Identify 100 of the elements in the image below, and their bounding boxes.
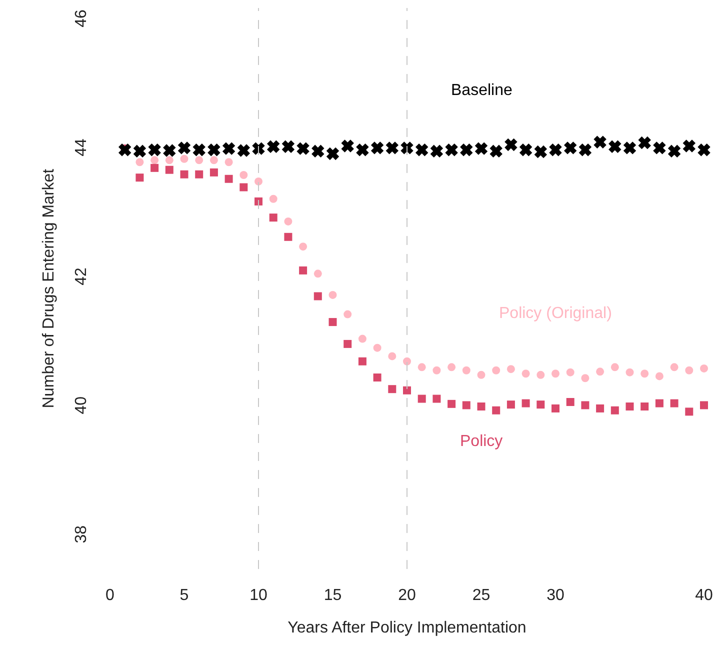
point (549, 144, 562, 156)
point (670, 363, 678, 372)
point (608, 140, 622, 153)
x-axis-title: Years After Policy Implementation (288, 620, 526, 637)
point (136, 158, 144, 166)
point (596, 404, 604, 412)
point (134, 144, 146, 158)
point (386, 142, 398, 154)
point (610, 406, 619, 414)
point (462, 401, 470, 410)
y-tick-label: 38 (72, 525, 90, 544)
point (638, 136, 651, 149)
x-tick-label: 20 (398, 587, 416, 604)
point (700, 364, 708, 372)
point (403, 357, 411, 366)
point (698, 144, 710, 156)
point (653, 142, 666, 154)
point (163, 144, 176, 157)
point (430, 144, 443, 158)
y-tick-label: 42 (72, 267, 90, 286)
point (624, 142, 636, 154)
point (504, 138, 518, 151)
point (314, 292, 322, 300)
point (296, 142, 310, 155)
text: Baseline (451, 82, 512, 99)
series-label: Policy (460, 433, 503, 450)
point (165, 166, 174, 174)
point (552, 370, 560, 378)
point (400, 142, 414, 154)
point (312, 144, 324, 158)
point (581, 374, 590, 382)
point (640, 402, 649, 410)
point (180, 154, 188, 163)
point (685, 366, 694, 374)
point (284, 232, 292, 241)
point (506, 365, 515, 374)
point (269, 214, 278, 222)
point (282, 140, 294, 153)
point (237, 144, 250, 157)
point (299, 242, 308, 251)
point (208, 144, 220, 156)
point (210, 168, 218, 176)
y-axis-title: Number of Drugs Entering Market (40, 168, 58, 408)
x-tick-label: 25 (472, 587, 490, 604)
point (492, 406, 500, 414)
point (222, 142, 235, 155)
x-tick-label: 30 (546, 587, 564, 604)
y-tick-label: 40 (72, 396, 90, 414)
point (254, 177, 262, 186)
point (477, 370, 486, 379)
x-tick-label: 0 (106, 587, 115, 604)
point (195, 156, 204, 164)
point (388, 352, 396, 360)
point (477, 402, 486, 410)
point (475, 142, 488, 155)
point (358, 334, 366, 343)
point (506, 400, 515, 409)
point (178, 142, 190, 154)
point (314, 270, 322, 278)
point (460, 144, 473, 156)
point (432, 394, 441, 403)
point (536, 370, 545, 379)
point (566, 398, 574, 406)
point (655, 399, 664, 408)
point (448, 400, 456, 408)
point (626, 368, 634, 376)
point (254, 197, 262, 206)
y-tick-label: 44 (72, 138, 90, 156)
point (269, 194, 278, 203)
point (594, 136, 606, 148)
point (566, 368, 574, 376)
point (610, 363, 619, 372)
point (373, 344, 382, 352)
point (416, 144, 428, 156)
point (640, 370, 649, 378)
point (328, 318, 337, 326)
point (520, 144, 532, 156)
point (267, 140, 280, 153)
point (522, 370, 530, 378)
point (626, 402, 634, 410)
point (371, 142, 384, 154)
point (118, 144, 132, 156)
point (299, 266, 308, 274)
point (195, 170, 204, 178)
point (462, 366, 470, 374)
point (136, 174, 144, 182)
point (165, 156, 174, 164)
point (581, 401, 590, 410)
point (668, 144, 680, 158)
point (596, 368, 604, 376)
x-tick-label: 10 (250, 587, 268, 604)
point (492, 366, 500, 374)
point (448, 363, 456, 372)
point (356, 144, 369, 156)
point (490, 144, 502, 158)
point (655, 372, 664, 380)
point (150, 156, 159, 164)
point (224, 158, 233, 166)
point (358, 357, 366, 366)
point (326, 148, 339, 160)
